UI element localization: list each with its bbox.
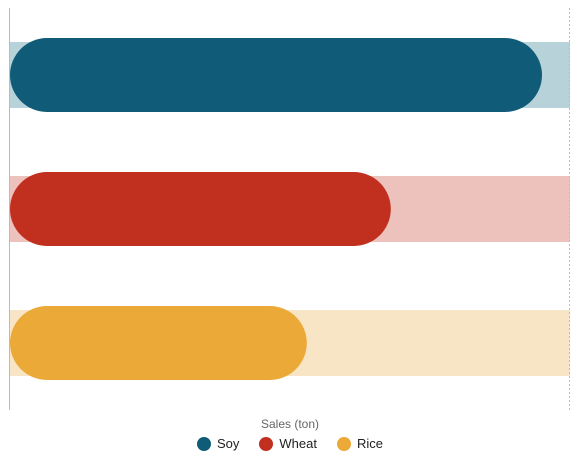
legend-swatch-rice xyxy=(336,436,351,451)
legend-swatch-wheat xyxy=(259,436,274,451)
axes xyxy=(9,8,570,410)
legend-label-wheat: Wheat xyxy=(279,436,317,451)
legend-item-soy[interactable]: Soy xyxy=(197,436,239,451)
bar-wheat[interactable] xyxy=(10,172,391,246)
legend-item-wheat[interactable]: Wheat xyxy=(259,436,317,451)
bar-rice[interactable] xyxy=(10,306,307,380)
legend-label-soy: Soy xyxy=(217,436,240,451)
legend-swatch-soy xyxy=(197,436,211,451)
bar-soy[interactable] xyxy=(10,38,542,112)
x-axis-label: Sales (ton) xyxy=(260,417,320,431)
legend: Soy Wheat Rice xyxy=(0,436,580,451)
legend-label-rice: Rice xyxy=(356,436,383,451)
bars xyxy=(10,38,542,380)
legend-item-rice[interactable]: Rice xyxy=(336,436,383,451)
